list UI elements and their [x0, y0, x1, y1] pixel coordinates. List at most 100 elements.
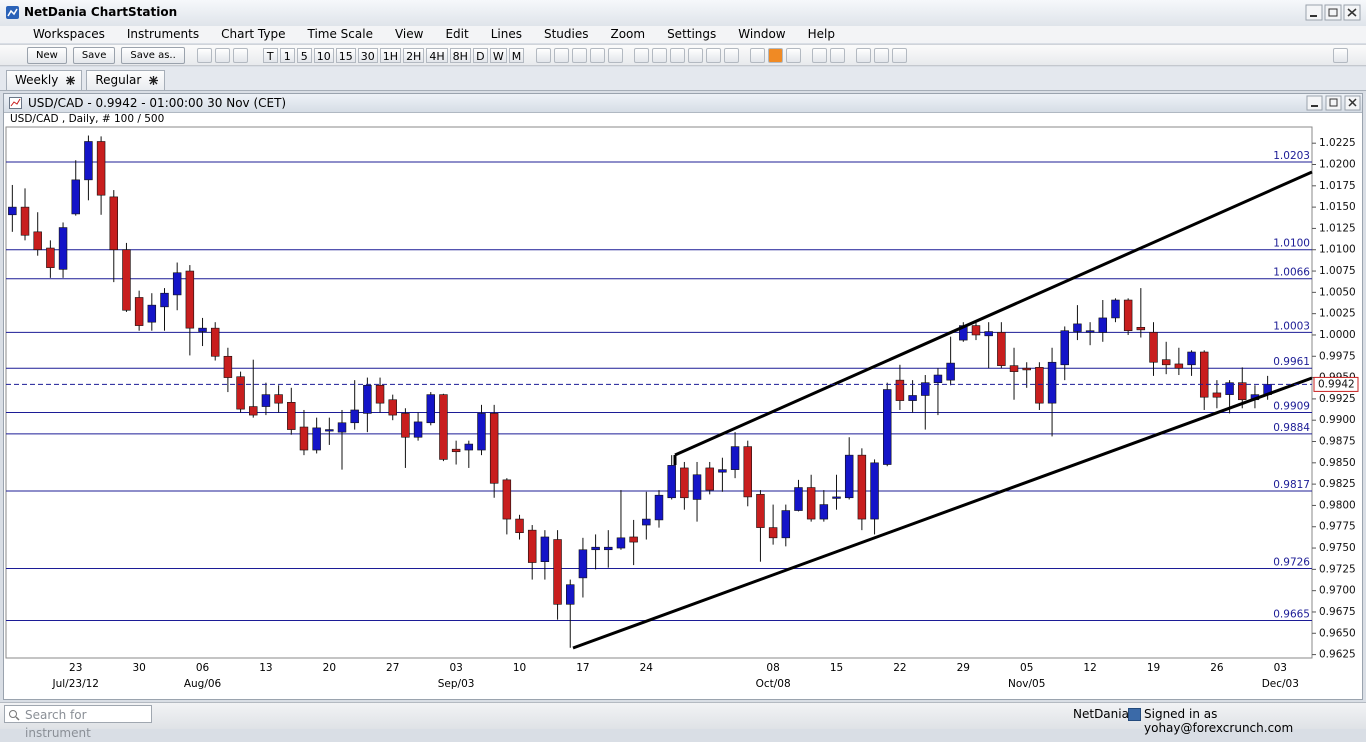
candle-body — [844, 454, 854, 499]
timeframe-button[interactable]: 5 — [296, 47, 312, 63]
candle-body — [692, 474, 702, 500]
candle-body — [794, 487, 803, 511]
tool-icon[interactable] — [1333, 48, 1348, 63]
x-tick-label: 19 — [1147, 662, 1160, 674]
candle-body — [819, 504, 829, 520]
menu-item[interactable]: Chart Type — [221, 27, 286, 41]
timeframe-button[interactable]: 30 — [357, 47, 378, 63]
toolbar-button[interactable]: Save as.. — [121, 46, 185, 64]
timeframe-button[interactable]: 15 — [335, 47, 356, 63]
tool-icon[interactable] — [874, 47, 890, 63]
menu-item[interactable]: Time Scale — [307, 27, 373, 41]
menu-item[interactable]: Zoom — [610, 27, 646, 41]
candle-body — [1085, 330, 1095, 333]
search-box[interactable]: Search for instrument — [4, 705, 152, 740]
candle-body — [249, 406, 258, 416]
tool-icon[interactable] — [232, 47, 248, 63]
tool-icon[interactable] — [892, 47, 908, 63]
timeframe-button[interactable]: 4H — [426, 47, 448, 63]
tool-icon[interactable] — [786, 47, 802, 63]
tab-close[interactable] — [66, 76, 76, 85]
timeframe-button[interactable]: M — [508, 47, 525, 63]
candle-body — [591, 546, 600, 551]
y-tick-label: 0.9675 — [1319, 606, 1356, 618]
candle-body — [515, 518, 524, 534]
menu-item[interactable]: Window — [738, 27, 786, 41]
tool-icon[interactable] — [554, 47, 570, 63]
tool-icon[interactable] — [830, 47, 846, 63]
menu-item[interactable]: Lines — [490, 27, 522, 41]
tool-icon[interactable] — [652, 47, 668, 63]
tool-icon[interactable] — [750, 47, 766, 63]
tool-icon[interactable] — [768, 47, 784, 63]
menu-item[interactable]: Instruments — [126, 27, 200, 41]
candle-body — [527, 529, 537, 563]
tool-icon[interactable] — [812, 47, 828, 63]
candle-body — [578, 549, 588, 579]
toolbar-button[interactable]: Save — [72, 46, 116, 64]
y-tick-label: 0.9750 — [1319, 542, 1356, 554]
level-label: 0.9817 — [1273, 479, 1310, 491]
window-controls[interactable] — [1305, 4, 1363, 21]
tool-icon[interactable] — [706, 47, 722, 63]
timeframe-button[interactable]: 1 — [279, 47, 295, 63]
brand-icon — [1128, 708, 1141, 721]
menu-item[interactable]: Workspaces — [33, 27, 105, 41]
candle-body — [933, 374, 943, 383]
candle-body — [667, 465, 676, 499]
tool-icon[interactable] — [572, 47, 588, 63]
tool-icon[interactable] — [590, 47, 606, 63]
tool-icon[interactable] — [724, 47, 740, 63]
candle-body — [768, 527, 778, 539]
menu-item[interactable]: Help — [807, 27, 835, 41]
menu-item[interactable]: Studies — [543, 27, 589, 41]
tab-close[interactable] — [149, 76, 159, 85]
candle-body — [616, 537, 626, 549]
candle-body — [210, 327, 220, 357]
y-tick-label: 0.9650 — [1319, 627, 1356, 639]
x-tick-label: 22 — [893, 662, 906, 674]
candle-body — [604, 546, 613, 551]
chart-window-controls[interactable] — [1306, 95, 1362, 111]
candle-body — [1009, 365, 1019, 372]
tab[interactable]: Weekly — [6, 70, 83, 90]
x-tick-label: 24 — [640, 662, 654, 674]
x-tick-label: 13 — [259, 662, 272, 674]
tool-icon[interactable] — [214, 47, 230, 63]
tab[interactable]: Regular — [86, 70, 166, 90]
tool-icon[interactable] — [634, 47, 650, 63]
timeframe-button[interactable]: D — [472, 47, 488, 63]
tool-icon[interactable] — [856, 47, 872, 63]
level-label: 0.9726 — [1273, 557, 1310, 569]
y-tick-label: 0.9725 — [1319, 563, 1356, 575]
toolbar-button[interactable]: New — [27, 46, 67, 64]
menu-item[interactable]: View — [394, 27, 424, 41]
timeframe-button[interactable]: W — [489, 47, 507, 63]
tool-icon[interactable] — [688, 47, 704, 63]
tab-label: Weekly — [15, 73, 59, 87]
tool-icon[interactable] — [670, 47, 686, 63]
candle-body — [33, 231, 42, 251]
candle-body — [553, 539, 562, 605]
timeframe-button[interactable]: T — [262, 47, 278, 63]
tool-icon[interactable] — [536, 47, 552, 63]
x-tick-label: 15 — [830, 662, 843, 674]
timeframe-button[interactable]: 8H — [449, 47, 471, 63]
timeframe-button[interactable]: 2H — [403, 47, 425, 63]
chart-window-title: USD/CAD - 0.9942 - 01:00:00 30 Nov (CET) — [28, 96, 287, 110]
y-tick-label: 1.0150 — [1319, 201, 1356, 213]
menu-item[interactable]: Edit — [445, 27, 469, 41]
candle-body — [134, 297, 144, 326]
candle-body — [1022, 367, 1031, 371]
candle-body — [20, 206, 30, 236]
timeframe-button[interactable]: 1H — [379, 47, 402, 63]
tool-icon[interactable] — [196, 47, 212, 63]
menu-item[interactable]: Settings — [667, 27, 717, 41]
tool-icon[interactable] — [608, 47, 624, 63]
candle-body — [718, 469, 727, 473]
trend-lines — [572, 170, 1313, 650]
chart-window-bar: USD/CAD - 0.9942 - 01:00:00 30 Nov (CET) — [4, 94, 1362, 113]
y-tick-label: 0.9900 — [1319, 414, 1356, 426]
timeframe-button[interactable]: 10 — [313, 47, 334, 63]
candle-body — [1225, 382, 1234, 395]
